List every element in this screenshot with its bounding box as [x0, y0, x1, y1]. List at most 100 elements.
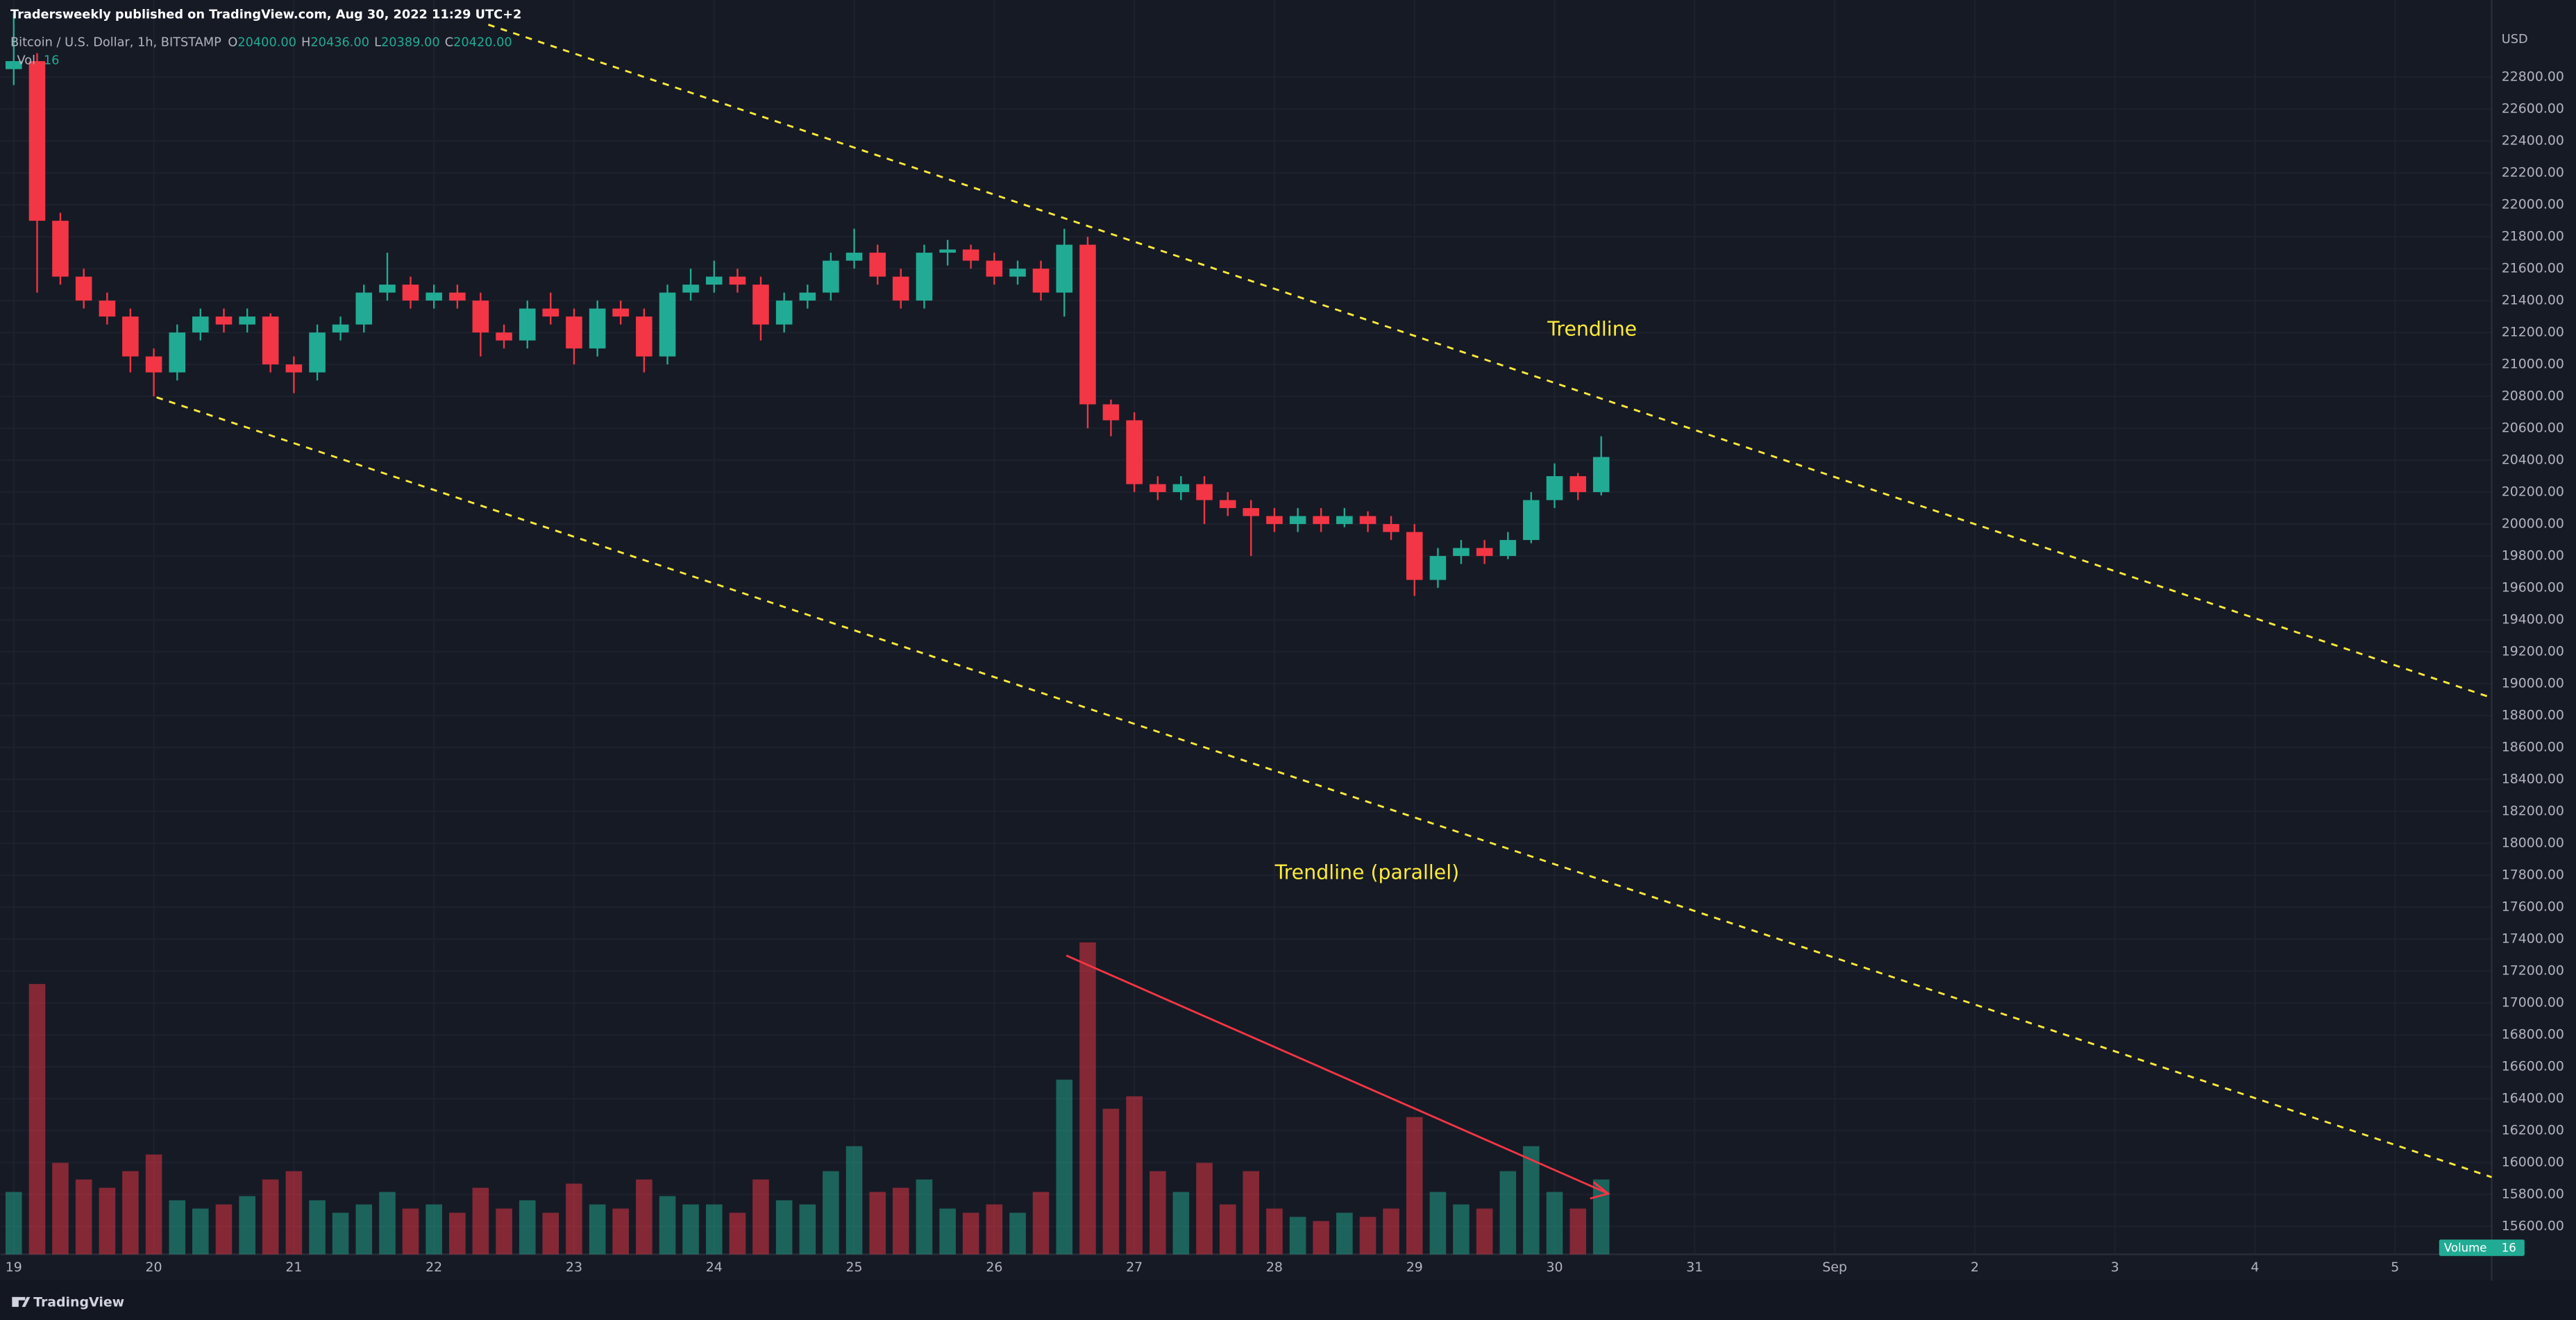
candle-body — [28, 61, 46, 221]
candle-body — [285, 364, 303, 373]
candle-body — [99, 301, 116, 317]
volume-bar — [916, 1179, 933, 1255]
candle-body — [145, 356, 162, 373]
ohlc-key: O — [228, 36, 237, 50]
trendline-parallel[interactable] — [156, 396, 2492, 1178]
candle-body — [1032, 269, 1050, 293]
volume-bar — [1569, 1208, 1587, 1255]
volume-bar — [1406, 1117, 1423, 1255]
candle-body — [986, 260, 1003, 277]
volume-bar — [1313, 1221, 1329, 1255]
volume-bar — [1032, 1192, 1050, 1255]
candle-body — [75, 276, 92, 301]
volume-bar — [775, 1200, 793, 1255]
publisher-line: Tradersweekly published on TradingView.c… — [10, 8, 521, 22]
volume-bar — [402, 1208, 419, 1255]
y-tick-label: 21200.00 — [2502, 325, 2564, 340]
candle-body — [215, 316, 233, 325]
y-tick-label: 19200.00 — [2502, 644, 2564, 659]
volume-bar — [986, 1204, 1003, 1255]
y-tick-label: 20800.00 — [2502, 389, 2564, 404]
candle-body — [1476, 548, 1493, 557]
candle-body — [1499, 540, 1517, 557]
volume-bar — [1523, 1146, 1540, 1255]
volume-bar — [1592, 1179, 1610, 1255]
x-tick-label: 4 — [2250, 1260, 2259, 1275]
volume-bar — [192, 1208, 209, 1255]
y-tick-label: 15800.00 — [2502, 1187, 2564, 1202]
ohlc-key: L — [374, 36, 381, 50]
y-tick-label: 21800.00 — [2502, 229, 2564, 244]
volume-bar — [1126, 1096, 1143, 1255]
candle-body — [239, 316, 255, 325]
x-tick-label: 2 — [1971, 1260, 1979, 1275]
y-tick-label: 18800.00 — [2502, 708, 2564, 723]
candle-body — [496, 332, 512, 341]
volume-bar — [239, 1196, 255, 1255]
y-tick-label: 22400.00 — [2502, 133, 2564, 149]
y-tick-label: 17800.00 — [2502, 868, 2564, 883]
y-tick-label: 20400.00 — [2502, 452, 2564, 468]
candle-body — [1126, 420, 1143, 484]
volume-bar — [1546, 1192, 1563, 1255]
candle-body — [1172, 484, 1190, 493]
volume-bar — [99, 1187, 116, 1255]
volume-bar — [659, 1196, 676, 1255]
x-tick-label: 27 — [1126, 1260, 1143, 1275]
candle-body — [519, 308, 536, 341]
candle-body — [1383, 524, 1399, 532]
candle-body — [449, 292, 466, 301]
y-tick-label: 22000.00 — [2502, 197, 2564, 212]
volume-bar — [262, 1179, 279, 1255]
volume-bar — [449, 1212, 466, 1255]
x-tick-label: 22 — [426, 1260, 442, 1275]
volume-badge-label: Volume — [2444, 1242, 2487, 1255]
candle-body — [426, 292, 442, 301]
y-tick-label: 17200.00 — [2502, 963, 2564, 979]
y-tick-label: 19800.00 — [2502, 548, 2564, 564]
y-tick-label: 19400.00 — [2502, 612, 2564, 627]
currency-label: USD — [2502, 33, 2528, 46]
y-tick-label: 18000.00 — [2502, 836, 2564, 851]
candle-body — [1453, 548, 1470, 557]
volume-name: Vol — [17, 54, 35, 68]
volume-bar — [589, 1204, 606, 1255]
volume-bar — [332, 1212, 349, 1255]
candle-body — [472, 301, 489, 333]
volume-bar — [1079, 942, 1096, 1255]
y-tick-label: 22200.00 — [2502, 165, 2564, 180]
volume-bar — [355, 1204, 373, 1255]
volume-pane — [5, 942, 1610, 1255]
volume-bar — [52, 1162, 69, 1255]
candle-body — [799, 292, 816, 301]
arrow[interactable] — [1066, 954, 1609, 1195]
volume-bar — [1336, 1212, 1353, 1255]
volume-bar — [705, 1204, 723, 1255]
candle-body — [1406, 532, 1423, 580]
volume-bar — [519, 1200, 536, 1255]
arrow-head — [1590, 1181, 1610, 1200]
y-tick-label: 16600.00 — [2502, 1059, 2564, 1074]
annotation[interactable]: Trendline (parallel) — [1274, 861, 1460, 884]
volume-value: 16 — [44, 54, 60, 68]
candles — [5, 13, 1610, 596]
candle-body — [1336, 516, 1353, 525]
x-tick-label: 31 — [1686, 1260, 1703, 1275]
trendline[interactable] — [487, 24, 2492, 699]
y-tick-label: 20200.00 — [2502, 484, 2564, 500]
candle-body — [192, 316, 209, 333]
volume-bar — [426, 1204, 442, 1255]
candle-body — [262, 316, 279, 365]
candle-body — [659, 292, 676, 357]
volume-bar — [1196, 1162, 1213, 1255]
volume-bar — [1266, 1208, 1283, 1255]
x-tick-label: 3 — [2111, 1260, 2119, 1275]
volume-bar — [566, 1183, 582, 1255]
x-tick-label: 5 — [2391, 1260, 2399, 1275]
candle-body — [962, 249, 979, 261]
annotation[interactable]: Trendline — [1547, 317, 1637, 340]
candle-body — [1056, 244, 1073, 293]
volume-bar — [636, 1179, 653, 1255]
volume-legend: Vol 16 — [17, 54, 59, 68]
